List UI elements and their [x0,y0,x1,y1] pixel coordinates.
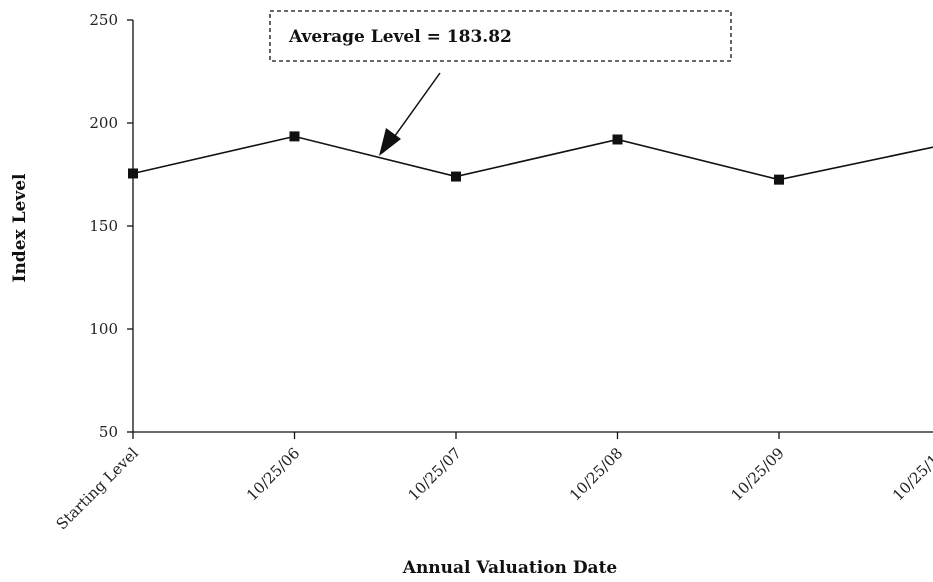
y-tick-label: 200 [89,114,118,132]
data-point-marker [612,134,623,145]
annotation: Average Level = 183.82 [269,10,732,156]
series-line [132,135,933,181]
x-tick-label: 10/25/06 [243,444,303,504]
x-tick-label: 10/25/07 [404,444,464,504]
y-tick-label: 150 [89,217,118,235]
x-axis: Starting Level 10/25/06 10/25/07 10/25/08 10… [53,431,933,533]
x-axis-title: Annual Valuation Date [402,558,618,578]
data-point-marker [451,171,461,182]
y-tick-label: 250 [89,11,118,29]
series-line-group [128,131,933,185]
y-tick-label: 50 [99,423,118,441]
data-point-marker [289,131,300,142]
x-tick-label: 10/25/09 [727,444,787,504]
x-tick-label: 10/25/08 [566,444,626,504]
y-axis-title: Index Level [10,173,30,283]
y-axis: 50 100 150 200 250 [89,11,134,441]
x-tick-label: 10/25/10 [889,444,933,504]
annotation-arrow-head [379,128,401,156]
annotation-text: Average Level = 183.82 [288,27,512,47]
data-point-marker [128,168,138,179]
annotation-box [269,10,732,62]
x-tick-label: Starting Level [53,444,142,533]
annotation-arrow-shaft [391,72,441,141]
data-point-marker [774,174,784,185]
y-tick-label: 100 [89,320,118,338]
